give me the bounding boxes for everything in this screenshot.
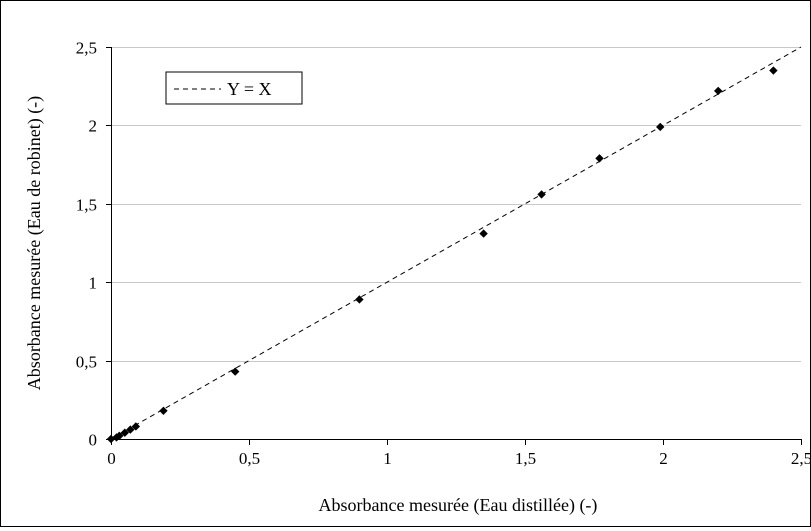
y-tick-label: 2	[89, 117, 98, 136]
data-point	[231, 367, 240, 376]
data-point	[120, 428, 129, 437]
y-tick-label: 0,5	[76, 353, 97, 372]
data-point	[355, 295, 364, 304]
y-axis-title: Absorbance mesurée (Eau de robinet) (-)	[24, 96, 45, 390]
legend: Y = X	[165, 71, 303, 105]
data-point	[159, 406, 168, 415]
data-point	[595, 154, 604, 163]
data-point	[537, 190, 546, 199]
point-layer	[106, 66, 778, 444]
data-point	[131, 422, 141, 431]
legend-label: Y = X	[227, 79, 271, 99]
x-tick-label: 1,5	[515, 449, 536, 468]
data-point	[479, 229, 488, 238]
data-point	[714, 86, 723, 96]
x-tick-label: 2	[659, 449, 668, 468]
data-point	[126, 425, 135, 434]
x-axis-title: Absorbance mesurée (Eau distillée) (-)	[319, 495, 598, 516]
data-point	[112, 433, 121, 442]
y-tick-label: 2,5	[76, 39, 97, 58]
y-tick-label: 1,5	[76, 196, 97, 215]
data-point	[656, 122, 665, 132]
x-tick-label: 0,5	[239, 449, 260, 468]
x-tick-label: 0	[107, 449, 116, 468]
label-layer: 0 0,5 1 1,5 2 2,5 0 0,5 1 1,5 2 2,5	[76, 39, 811, 469]
grid-layer	[111, 47, 801, 362]
axis-layer	[106, 47, 802, 445]
data-point	[115, 431, 124, 441]
reference-line	[110, 46, 802, 440]
x-tick-label: 2,5	[791, 449, 810, 468]
legend-box	[165, 71, 303, 105]
data-point	[769, 66, 778, 75]
x-tick-label: 1	[383, 449, 392, 468]
line-layer	[110, 46, 802, 440]
y-tick-label: 1	[89, 274, 98, 293]
y-tick-label: 0	[89, 431, 98, 450]
